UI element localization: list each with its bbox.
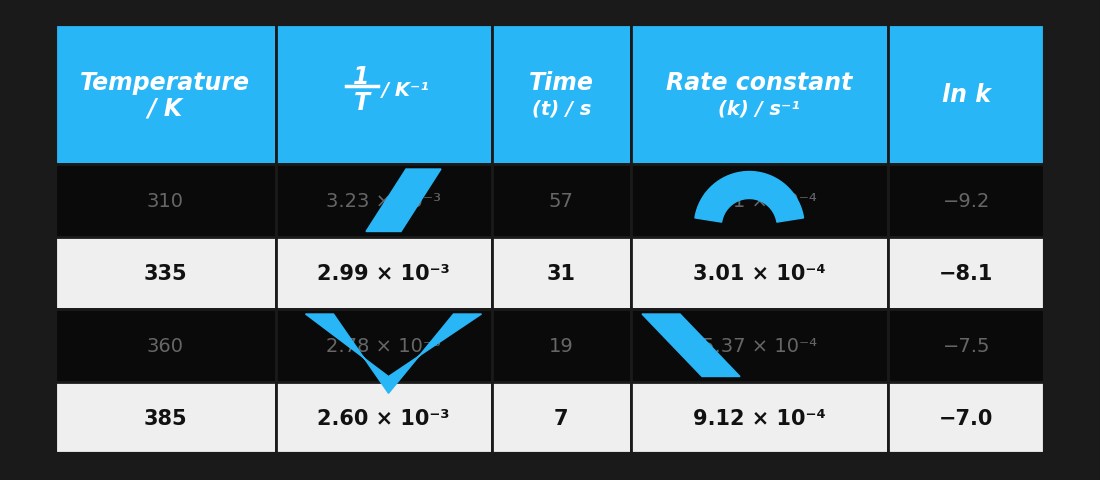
Bar bbox=[888, 165, 1045, 237]
Bar bbox=[631, 165, 888, 237]
Polygon shape bbox=[306, 314, 482, 394]
Text: / K: / K bbox=[147, 97, 183, 121]
Text: (k) / s⁻¹: (k) / s⁻¹ bbox=[718, 99, 800, 118]
Bar bbox=[275, 309, 492, 382]
Text: 335: 335 bbox=[143, 263, 187, 283]
Text: Temperature: Temperature bbox=[80, 71, 251, 95]
Bar bbox=[631, 25, 888, 165]
Bar bbox=[888, 382, 1045, 454]
Text: / K⁻¹: / K⁻¹ bbox=[382, 80, 429, 99]
Text: 5.37 × 10⁻⁴: 5.37 × 10⁻⁴ bbox=[702, 336, 816, 355]
Bar bbox=[888, 25, 1045, 165]
Bar bbox=[55, 165, 275, 237]
Bar bbox=[888, 309, 1045, 382]
Text: 3.01 × 10⁻⁴: 3.01 × 10⁻⁴ bbox=[693, 263, 826, 283]
Bar bbox=[492, 237, 631, 309]
Bar bbox=[631, 382, 888, 454]
Bar bbox=[275, 382, 492, 454]
Text: 19: 19 bbox=[549, 336, 573, 355]
Text: 57: 57 bbox=[549, 192, 574, 210]
Bar bbox=[492, 25, 631, 165]
Text: 2.78 × 10⁻³: 2.78 × 10⁻³ bbox=[326, 336, 441, 355]
Bar bbox=[55, 382, 275, 454]
Bar bbox=[55, 309, 275, 382]
Text: −7.5: −7.5 bbox=[943, 336, 990, 355]
Bar bbox=[492, 165, 631, 237]
Text: 7: 7 bbox=[554, 408, 569, 428]
Text: −8.1: −8.1 bbox=[939, 263, 993, 283]
Bar bbox=[55, 25, 275, 165]
Text: 310: 310 bbox=[146, 192, 184, 210]
Text: Rate constant: Rate constant bbox=[667, 71, 852, 95]
Bar bbox=[275, 237, 492, 309]
Text: 9.12 × 10⁻⁴: 9.12 × 10⁻⁴ bbox=[693, 408, 826, 428]
Text: −7.0: −7.0 bbox=[939, 408, 993, 428]
Bar bbox=[55, 25, 1045, 454]
Bar bbox=[631, 237, 888, 309]
Polygon shape bbox=[642, 314, 740, 377]
Text: 2.60 × 10⁻³: 2.60 × 10⁻³ bbox=[317, 408, 450, 428]
Bar bbox=[492, 382, 631, 454]
Text: 1.01 × 10⁻⁴: 1.01 × 10⁻⁴ bbox=[702, 192, 816, 210]
Bar bbox=[631, 309, 888, 382]
Text: 360: 360 bbox=[146, 336, 184, 355]
Polygon shape bbox=[695, 172, 804, 223]
Text: T: T bbox=[353, 91, 370, 115]
Text: (t) / s: (t) / s bbox=[531, 99, 591, 118]
Bar bbox=[888, 237, 1045, 309]
Text: 1: 1 bbox=[353, 65, 370, 89]
Bar bbox=[55, 237, 275, 309]
Text: 385: 385 bbox=[143, 408, 187, 428]
Bar bbox=[492, 309, 631, 382]
Bar bbox=[275, 25, 492, 165]
Text: 3.23 × 10⁻³: 3.23 × 10⁻³ bbox=[326, 192, 441, 210]
Text: 2.99 × 10⁻³: 2.99 × 10⁻³ bbox=[317, 263, 450, 283]
Text: −9.2: −9.2 bbox=[943, 192, 990, 210]
Bar bbox=[275, 165, 492, 237]
Text: ln k: ln k bbox=[942, 83, 991, 107]
Text: Time: Time bbox=[529, 71, 594, 95]
Text: 31: 31 bbox=[547, 263, 575, 283]
Polygon shape bbox=[366, 169, 441, 232]
